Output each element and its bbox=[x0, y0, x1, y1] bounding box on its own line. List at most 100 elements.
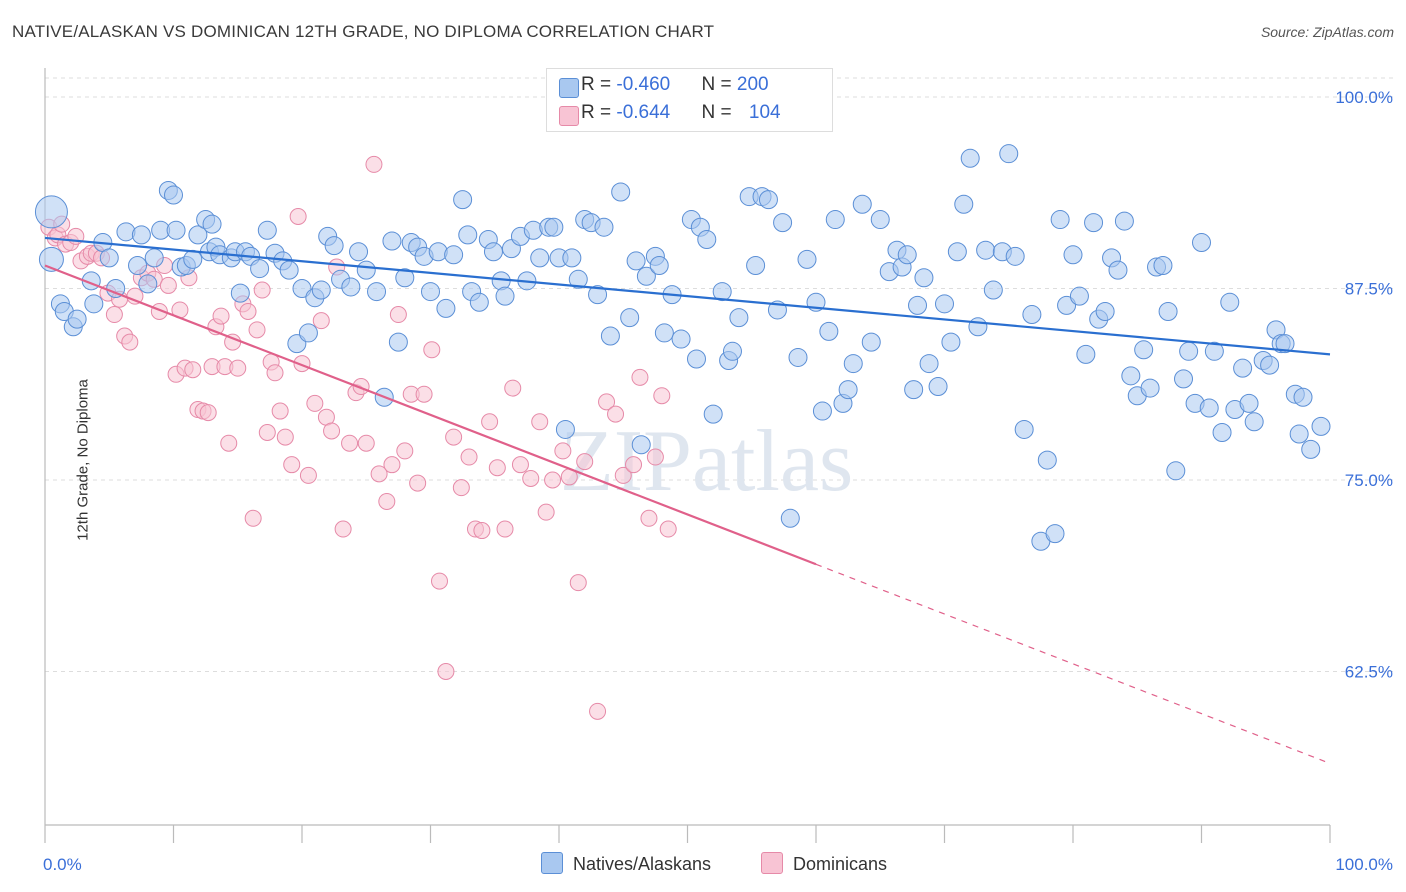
natives-point bbox=[897, 245, 917, 265]
natives-point bbox=[919, 354, 939, 374]
legend-item-natives[interactable]: Natives/Alaskans bbox=[541, 852, 711, 875]
r-value: -0.460 bbox=[616, 74, 671, 95]
dominicans-point bbox=[258, 424, 276, 442]
natives-point bbox=[1244, 412, 1264, 432]
natives-point bbox=[654, 323, 674, 343]
natives-point bbox=[1204, 341, 1224, 361]
natives-point bbox=[1153, 256, 1173, 276]
dominicans-point bbox=[239, 302, 257, 320]
natives-point bbox=[1050, 210, 1070, 230]
dominicans-point bbox=[544, 471, 562, 489]
natives-point bbox=[483, 242, 503, 262]
dominicans-point bbox=[283, 456, 301, 474]
natives-point bbox=[947, 242, 967, 262]
dominicans-point bbox=[365, 155, 383, 173]
natives-point bbox=[746, 256, 766, 276]
natives-point bbox=[928, 377, 948, 397]
natives-point bbox=[941, 332, 961, 352]
y-axis-label: 12th Grade, No Diploma bbox=[74, 379, 92, 541]
dominicans-point bbox=[481, 413, 499, 431]
natives-point bbox=[1179, 341, 1199, 361]
natives-point bbox=[1293, 387, 1313, 407]
dominicans-point bbox=[452, 479, 470, 497]
r-label: R = bbox=[581, 102, 617, 123]
dominicans-point bbox=[121, 333, 139, 351]
natives-point bbox=[495, 286, 515, 306]
natives-point bbox=[914, 268, 934, 288]
natives-point bbox=[568, 269, 588, 289]
natives-point bbox=[144, 248, 164, 268]
natives-point bbox=[530, 248, 550, 268]
natives-point bbox=[758, 190, 778, 210]
dominicans-point bbox=[640, 509, 658, 527]
dominicans-point bbox=[396, 442, 414, 460]
natives-points bbox=[34, 144, 1331, 551]
natives-point bbox=[1057, 295, 1077, 315]
dominicans-trend-line bbox=[44, 264, 817, 566]
dominicans-point bbox=[607, 405, 625, 423]
n-value: 104 bbox=[748, 102, 781, 123]
dominicans-point bbox=[357, 434, 375, 452]
natives-point bbox=[230, 283, 250, 303]
natives-point bbox=[131, 225, 151, 245]
natives-point bbox=[444, 245, 464, 265]
dominicans-point bbox=[389, 306, 407, 324]
natives-point bbox=[1014, 419, 1034, 439]
natives-point bbox=[138, 274, 158, 294]
natives-point bbox=[298, 323, 318, 343]
natives-point bbox=[1220, 292, 1240, 312]
natives-point bbox=[250, 259, 270, 279]
natives-point bbox=[1140, 378, 1160, 398]
legend-row-natives: R = -0.460 N = 200 bbox=[559, 74, 769, 98]
dominicans-point bbox=[460, 448, 478, 466]
natives-point bbox=[797, 249, 817, 269]
tick-labels: 62.5% 75.0% 87.5% 100.0% 0.0% 100.0% bbox=[43, 88, 1393, 874]
natives-point bbox=[1158, 301, 1178, 321]
dominicans-point bbox=[299, 466, 317, 484]
dominicans-point bbox=[445, 428, 463, 446]
dominicans-point bbox=[212, 307, 230, 325]
natives-trend-line bbox=[44, 236, 1331, 356]
n-value: 200 bbox=[736, 74, 769, 95]
legend-swatch-natives bbox=[559, 78, 579, 98]
natives-point bbox=[1199, 398, 1219, 418]
dominicans-point bbox=[312, 312, 330, 330]
y-tick-label: 62.5% bbox=[1345, 663, 1393, 682]
grid-lines bbox=[45, 77, 1395, 672]
natives-point bbox=[976, 240, 996, 260]
natives-point bbox=[458, 225, 478, 245]
natives-point bbox=[968, 317, 988, 337]
dominicans-points bbox=[40, 88, 684, 720]
natives-point bbox=[388, 332, 408, 352]
natives-point bbox=[1108, 260, 1128, 280]
watermark: ZIPatlas bbox=[560, 413, 853, 510]
dominicans-point bbox=[504, 379, 522, 397]
natives-point bbox=[1239, 393, 1259, 413]
natives-point bbox=[1311, 416, 1331, 436]
natives-point bbox=[128, 256, 148, 276]
chart-title: NATIVE/ALASKAN VS DOMINICAN 12TH GRADE, … bbox=[12, 22, 715, 41]
natives-point bbox=[382, 231, 402, 251]
natives-point bbox=[594, 217, 614, 237]
r-label: R = bbox=[581, 74, 617, 95]
dominicans-point bbox=[276, 428, 294, 446]
n-label: N = bbox=[701, 74, 737, 95]
dominicans-point bbox=[306, 394, 324, 412]
natives-point bbox=[1192, 233, 1211, 253]
dominicans-point bbox=[589, 702, 607, 720]
natives-point bbox=[166, 220, 186, 240]
dominicans-point bbox=[488, 459, 506, 477]
dominicans-point bbox=[244, 509, 262, 527]
natives-point bbox=[1114, 211, 1134, 231]
dominicans-point bbox=[323, 422, 341, 440]
natives-point bbox=[311, 280, 331, 300]
legend-row-dominicans: R = -0.644 N = 104 bbox=[559, 102, 781, 126]
natives-point bbox=[861, 332, 881, 352]
dominicans-point bbox=[653, 387, 671, 405]
legend-item-dominicans[interactable]: Dominicans bbox=[761, 852, 887, 875]
natives-point bbox=[1069, 286, 1089, 306]
natives-point bbox=[257, 220, 277, 240]
natives-point bbox=[84, 294, 104, 314]
n-label: N = bbox=[701, 102, 737, 123]
y-tick-label: 75.0% bbox=[1345, 471, 1393, 490]
